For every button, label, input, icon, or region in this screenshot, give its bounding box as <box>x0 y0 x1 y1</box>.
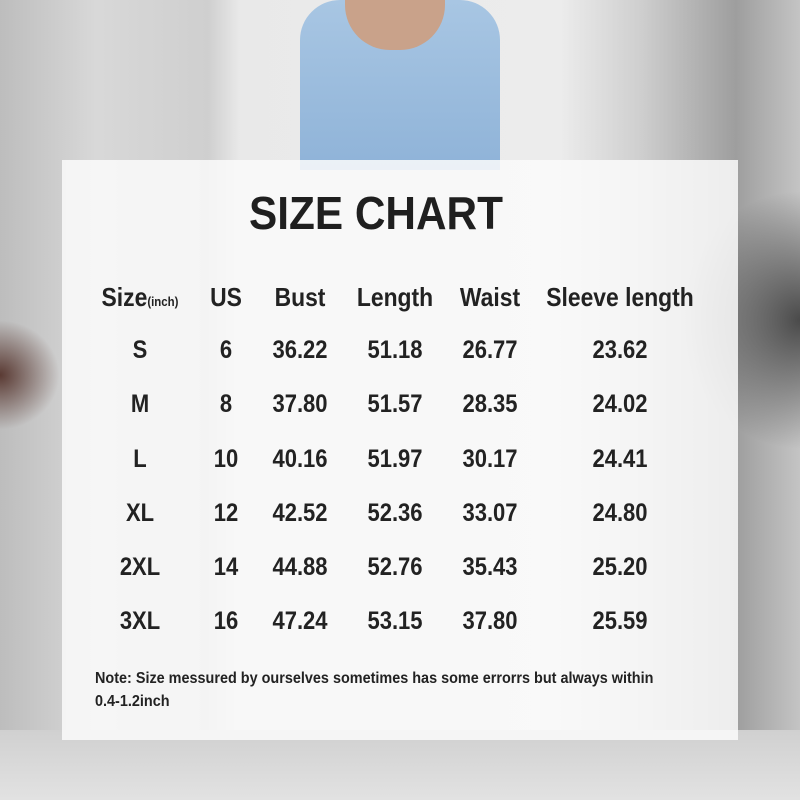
table-cell: 37.80 <box>272 390 328 418</box>
column-header: Sleeve length <box>546 282 694 313</box>
table-cell: 30.17 <box>462 445 518 473</box>
header-label: Waist <box>459 282 521 312</box>
table-cell: 47.24 <box>272 607 328 635</box>
table-cell: 25.59 <box>592 607 648 635</box>
header-label: US <box>210 282 242 312</box>
background-floor <box>0 730 800 800</box>
column-header: US <box>210 282 242 313</box>
header-label: Size <box>101 282 148 312</box>
table-cell: 52.36 <box>367 499 423 527</box>
table-cell: 40.16 <box>272 445 328 473</box>
table-cell: 23.62 <box>592 336 648 364</box>
table-cell: 28.35 <box>462 390 518 418</box>
table-cell: 36.22 <box>272 336 328 364</box>
table-cell: 33.07 <box>462 499 518 527</box>
size-note: Note: Size messured by ourselves sometim… <box>95 670 654 710</box>
header-label: Sleeve length <box>546 282 694 312</box>
table-cell: 12 <box>213 499 239 527</box>
table-cell: 25.20 <box>592 553 648 581</box>
header-label: Length <box>356 282 434 312</box>
table-cell: 51.18 <box>367 336 423 364</box>
table-cell: XL <box>125 499 155 527</box>
size-chart-title: SIZE CHART <box>249 187 503 239</box>
table-cell: 3XL <box>119 607 161 635</box>
table-cell: 24.80 <box>592 499 648 527</box>
table-cell: 26.77 <box>462 336 518 364</box>
table-cell: 6 <box>219 336 233 364</box>
column-header: Bust <box>275 282 326 313</box>
column-header: Waist <box>460 282 520 313</box>
table-cell: 14 <box>213 553 239 581</box>
table-cell: 24.41 <box>592 445 648 473</box>
table-cell: 8 <box>219 390 233 418</box>
table-cell: L <box>133 445 147 473</box>
table-cell: M <box>130 390 150 418</box>
table-cell: 16 <box>213 607 239 635</box>
header-unit: (inch) <box>147 294 179 309</box>
table-cell: 37.80 <box>462 607 518 635</box>
table-cell: 52.76 <box>367 553 423 581</box>
table-cell: 10 <box>213 445 239 473</box>
column-header: Length <box>357 282 433 313</box>
table-cell: S <box>132 336 148 364</box>
table-cell: 35.43 <box>462 553 518 581</box>
column-header: Size(inch) <box>102 282 179 313</box>
table-cell: 42.52 <box>272 499 328 527</box>
table-cell: 51.97 <box>367 445 423 473</box>
table-cell: 53.15 <box>367 607 423 635</box>
table-cell: 24.02 <box>592 390 648 418</box>
background-photo-left <box>0 320 60 430</box>
size-chart-panel <box>62 160 738 740</box>
table-cell: 51.57 <box>367 390 423 418</box>
table-cell: 44.88 <box>272 553 328 581</box>
header-label: Bust <box>274 282 326 312</box>
table-cell: 2XL <box>119 553 161 581</box>
